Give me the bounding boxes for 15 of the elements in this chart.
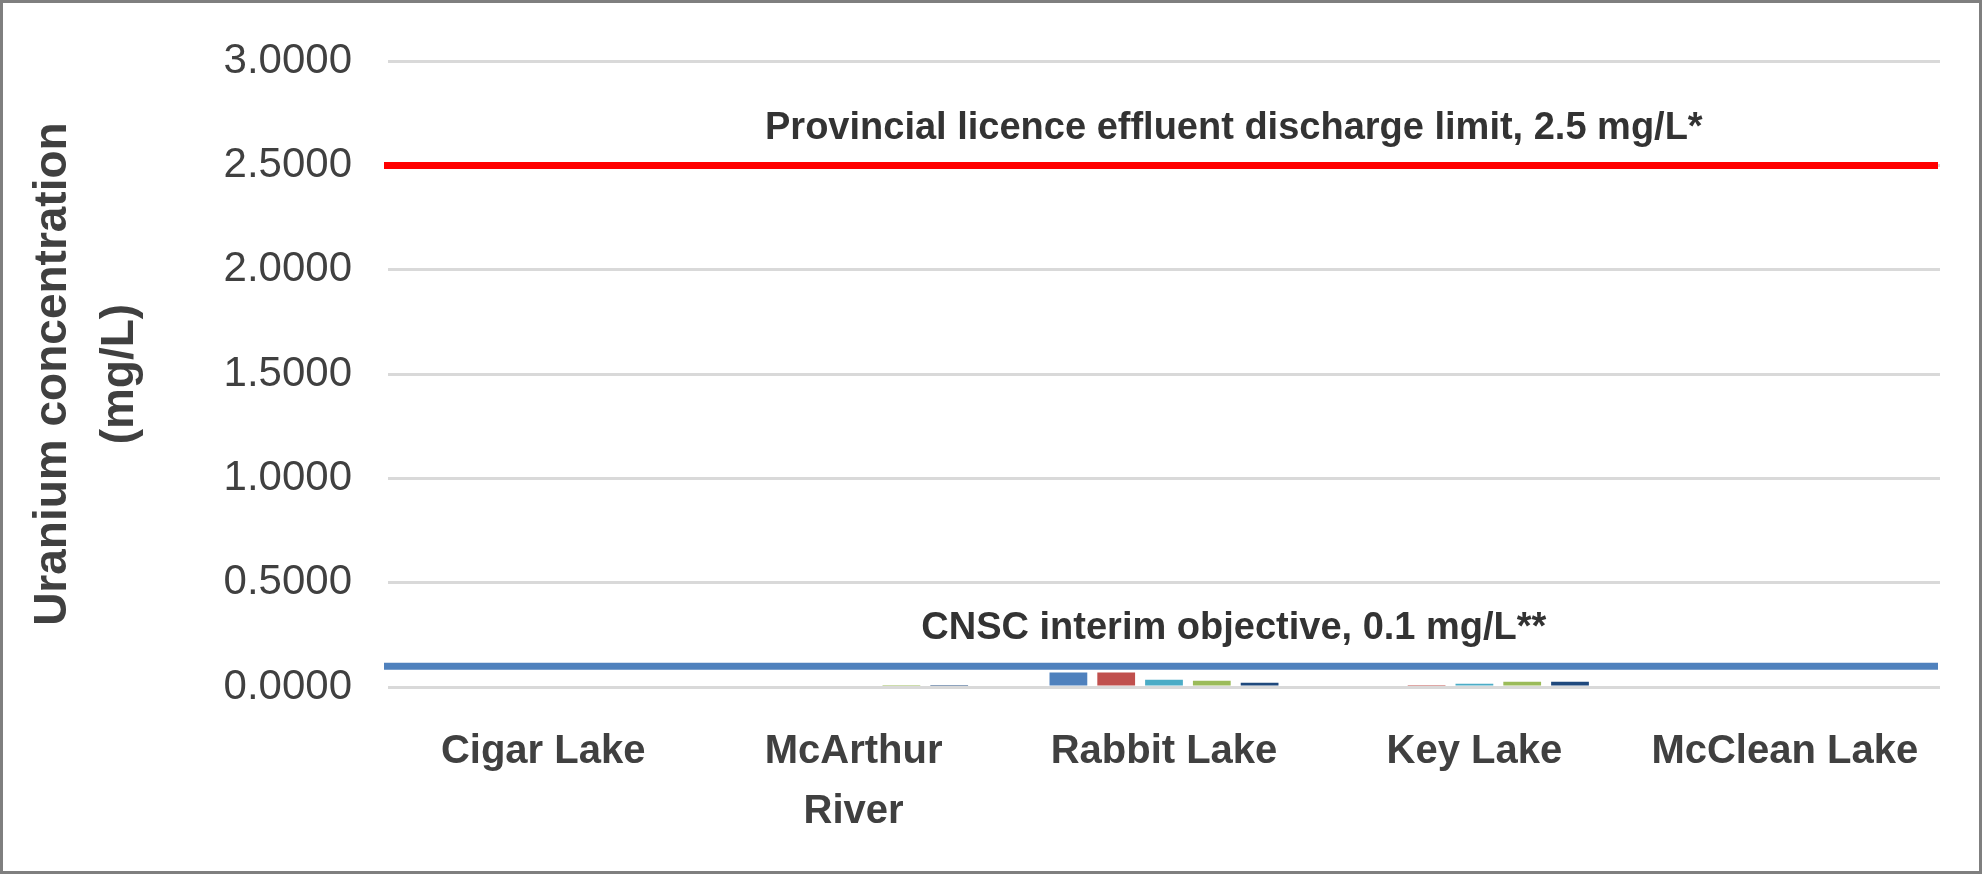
y-tick-label: 3.0000	[223, 34, 352, 82]
x-tick-label: Key Lake	[1386, 727, 1563, 772]
y-tick-label: 0.5000	[223, 556, 352, 604]
x-tick-label: McArthur River	[764, 727, 943, 832]
y-tick-label: 0.0000	[223, 660, 352, 708]
y-tick-label: 1.0000	[223, 451, 352, 499]
y-tick-label: 1.5000	[223, 347, 352, 395]
y-tick-label: 2.5000	[223, 139, 352, 187]
y-tick-label: 2.0000	[223, 243, 352, 291]
ref-line-label: CNSC interim objective, 0.1 mg/L**	[921, 605, 1547, 648]
x-tick-label: McClean Lake	[1651, 727, 1919, 772]
x-tick-label: Rabbit Lake	[1050, 727, 1278, 772]
x-tick-label: Cigar Lake	[440, 727, 646, 772]
y-axis-title: Uranium concentration (mg/L)	[24, 122, 143, 626]
ref-line-label: Provincial licence effluent discharge limit, 2.5 mg/L*	[765, 104, 1703, 147]
